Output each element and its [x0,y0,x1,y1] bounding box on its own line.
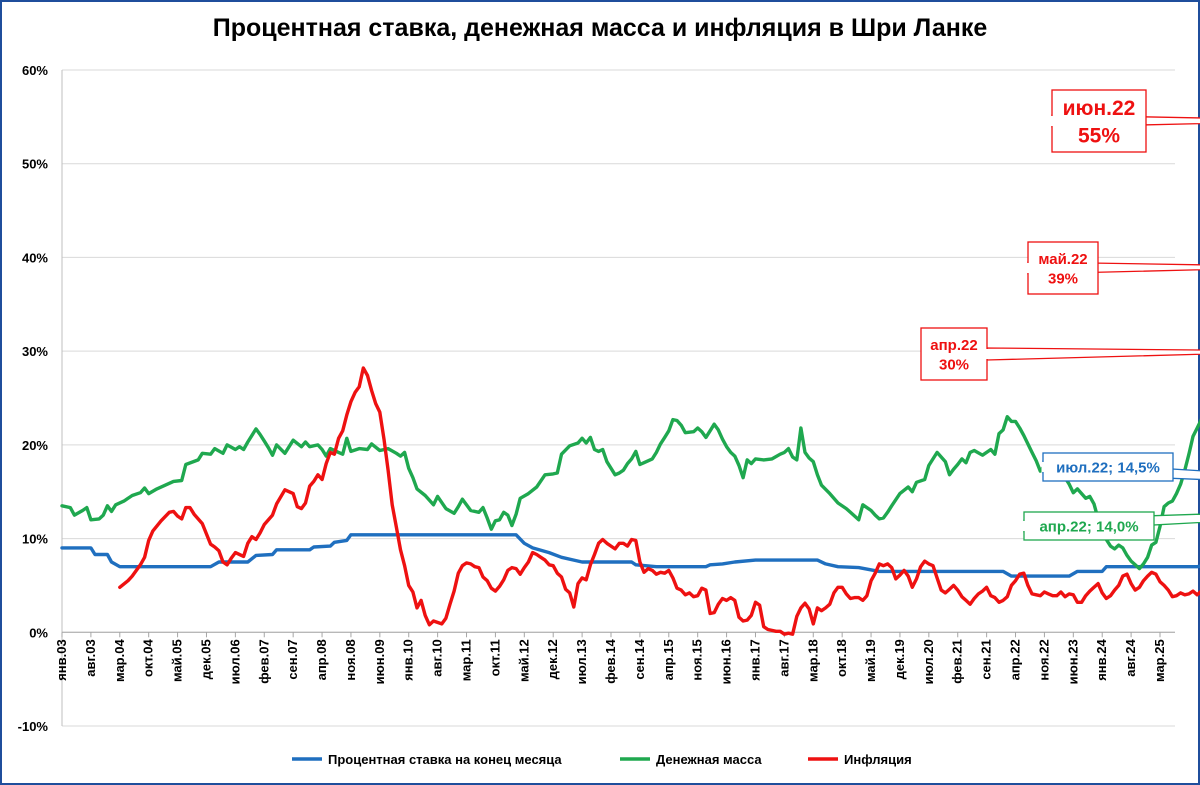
gridlines [62,69,1175,727]
y-tick-label: 50% [22,157,48,172]
y-tick-label: 10% [22,532,48,547]
x-tick-label: авг.03 [83,639,98,676]
x-tick-label: янв.03 [54,639,69,681]
x-tick-label: май.05 [170,639,185,682]
series-line [118,366,1200,636]
annotation-label: май.22 [1038,251,1087,268]
x-tick-label: ноя.08 [343,639,358,680]
x-tick-label: июл.20 [921,639,936,684]
callout-joint [1022,521,1026,531]
callout-box [1051,89,1147,153]
x-tick-label: окт.04 [141,639,156,678]
y-axis: 60% 50% 40% 30% 20% 10% 0% -10% [18,63,63,734]
annotations: июн.22 55% май.22 39% апр.22 30% июл.22; 14,5%… [920,89,1200,541]
x-tick-label: дек.19 [892,639,907,679]
x-tick-label: июл.06 [227,639,242,684]
x-tick-label: апр.15 [661,639,676,680]
x-tick-label: сен.21 [979,639,994,679]
series-line [60,415,1200,571]
x-tick-label: янв.17 [747,639,762,681]
x-tick-label: май.19 [863,639,878,682]
annotation-label: апр.22; 14,0% [1039,519,1138,536]
x-tick-label: июн.23 [1065,639,1080,684]
callout-box [1042,452,1174,482]
x-tick-label: янв.10 [401,639,416,681]
legend: Процентная ставка на конец месяца Денежна… [292,752,912,767]
legend-label: Инфляция [844,752,912,767]
x-tick-label: авг.24 [1123,639,1138,677]
x-tick-label: июн.16 [719,639,734,684]
x-tick-label: сен.14 [632,639,647,680]
legend-label: Денежная масса [656,752,762,767]
x-tick-label: фев.07 [256,639,271,684]
x-tick-label: янв.24 [1094,639,1109,681]
callout-joint [1041,462,1045,472]
x-tick-label: июн.09 [372,639,387,684]
x-tick-label: окт.18 [834,639,849,677]
callout-joint [1026,263,1030,273]
x-tick-label: ноя.15 [690,639,705,680]
x-tick-label: апр.22 [1008,639,1023,680]
x-tick-label: фев.21 [950,639,965,684]
annotation-label: апр.22 [930,337,977,354]
series-line [60,533,1200,578]
callout-box [1027,241,1099,295]
y-tick-label: 30% [22,344,48,359]
x-tick-label: апр.08 [314,639,329,680]
x-tick-label: окт.11 [487,639,502,676]
x-tick-label: июл.13 [574,639,589,684]
y-tick-label: 40% [22,250,48,265]
callout-pointer [986,347,1200,361]
annotation-label: июл.22; 14,5% [1056,460,1160,477]
x-tick-label: авг.10 [430,639,445,676]
callout-joint [1050,116,1054,126]
annotation-label: 55% [1078,124,1120,147]
x-tick-label: мар.04 [112,639,127,682]
x-tick-label: дек.12 [545,639,560,679]
annotation-label: июн.22 [1063,97,1136,120]
x-tick-label: ноя.22 [1036,639,1051,680]
x-axis: янв.03 авг.03 мар.04 окт.04 май.05 дек.05 июл.… [54,631,1175,684]
chart-title: Процентная ставка, денежная масса и инфл… [212,14,988,42]
y-tick-label: 0% [29,625,48,640]
y-tick-label: 20% [22,438,48,453]
annotation-label: 30% [939,356,969,373]
x-tick-label: май.12 [516,639,531,682]
x-tick-label: авг.17 [776,639,791,676]
y-tick-label: 60% [22,63,48,78]
y-tick-label: -10% [18,719,49,734]
series-lines [60,366,1200,636]
callout-joint [985,349,989,359]
x-tick-label: дек.05 [198,639,213,679]
callout-box [920,327,988,381]
x-tick-label: мар.11 [459,639,474,681]
annotation-label: 39% [1048,270,1078,287]
x-tick-label: фев.14 [603,639,618,684]
callout-box [1023,511,1155,541]
x-tick-label: мар.25 [1152,639,1167,682]
legend-label: Процентная ставка на конец месяца [328,752,562,767]
x-tick-label: сен.07 [285,639,300,679]
x-tick-label: мар.18 [805,639,820,682]
